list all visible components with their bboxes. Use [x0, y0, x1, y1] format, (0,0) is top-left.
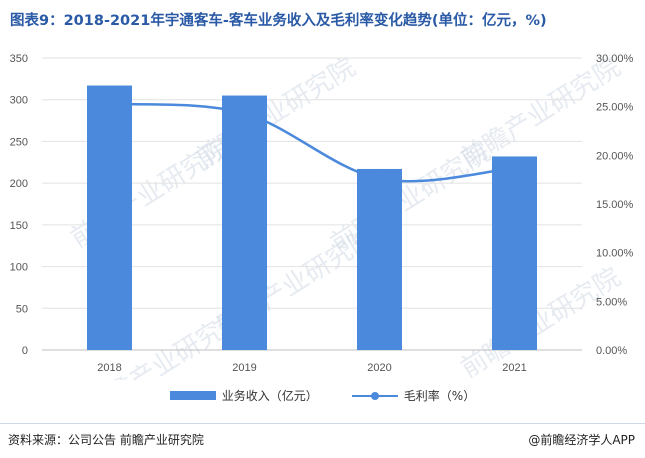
bar-series: [87, 85, 537, 351]
right-axis-tick-label: 20.00%: [596, 150, 634, 162]
line-marker-icon: [351, 391, 398, 401]
legend-label-margin: 毛利率（%）: [403, 389, 476, 403]
watermark-text: 前瞻产业研究院: [191, 52, 361, 174]
x-axis-ticks: 2018 2019 2020 2021: [97, 362, 526, 374]
source-note: 资料来源：公司公告 前瞻产业研究院: [8, 433, 204, 447]
left-axis-tick-label: 300: [10, 95, 28, 107]
right-axis-tick-label: 25.00%: [596, 102, 634, 114]
bar-swatch-icon: [169, 391, 216, 400]
x-axis-tick-label: 2020: [367, 362, 391, 374]
x-axis-tick-label: 2018: [97, 362, 121, 374]
left-axis-tick-label: 50: [16, 303, 28, 315]
watermark-text: 前瞻产业研究院: [456, 262, 626, 380]
margin-line: [109, 102, 515, 183]
bar-2020: [357, 168, 402, 350]
x-axis-tick-label: 2019: [232, 362, 256, 374]
legend-label-revenue: 业务收入（亿元）: [221, 389, 318, 403]
margin-point-2018: [106, 100, 113, 108]
bar-2018: [87, 85, 132, 350]
x-axis-tick-label: 2021: [502, 362, 526, 374]
legend: 业务收入（亿元） 毛利率（%）: [0, 387, 645, 404]
right-axis-tick-label: 15.00%: [596, 199, 634, 211]
line-series: [106, 100, 518, 183]
left-axis-ticks: 0 50 100 150 200 250 300 350: [10, 53, 28, 357]
right-axis-ticks: 0.00% 5.00% 10.00% 15.00% 20.00% 25.00% 30.00%: [596, 53, 634, 357]
right-axis-tick-label: 5.00%: [596, 296, 627, 308]
margin-point-2019: [241, 109, 248, 117]
right-axis-tick-label: 0.00%: [596, 345, 627, 357]
legend-item-revenue[interactable]: 业务收入（亿元）: [169, 387, 318, 404]
footer: 资料来源：公司公告 前瞻产业研究院 @前瞻经济学人APP: [0, 423, 645, 458]
watermark-layer: 前瞻产业研究院前瞻产业研究院前瞻产业研究院前瞻产业研究院前瞻产业研究院前瞻产业研…: [66, 52, 626, 380]
right-axis-tick-label: 30.00%: [596, 53, 634, 65]
bar-2019: [222, 95, 267, 351]
brand-credit: @前瞻经济学人APP: [528, 433, 635, 447]
legend-item-margin[interactable]: 毛利率（%）: [351, 387, 476, 404]
left-axis-tick-label: 150: [10, 220, 28, 232]
chart-title: 图表9：2018-2021年宇通客车-客车业务收入及毛利率变化趋势(单位：亿元，…: [10, 13, 547, 29]
left-axis-tick-label: 0: [22, 345, 28, 357]
right-axis-tick-label: 10.00%: [596, 248, 634, 260]
left-axis-tick-label: 250: [10, 136, 28, 148]
margin-point-2021: [511, 164, 518, 172]
bar-2021: [492, 156, 537, 350]
chart-area: 前瞻产业研究院前瞻产业研究院前瞻产业研究院前瞻产业研究院前瞻产业研究院前瞻产业研…: [10, 52, 634, 380]
left-axis-tick-label: 350: [10, 53, 28, 65]
left-axis-tick-label: 100: [10, 262, 28, 274]
margin-point-2020: [376, 175, 383, 183]
left-axis-tick-label: 200: [10, 178, 28, 190]
